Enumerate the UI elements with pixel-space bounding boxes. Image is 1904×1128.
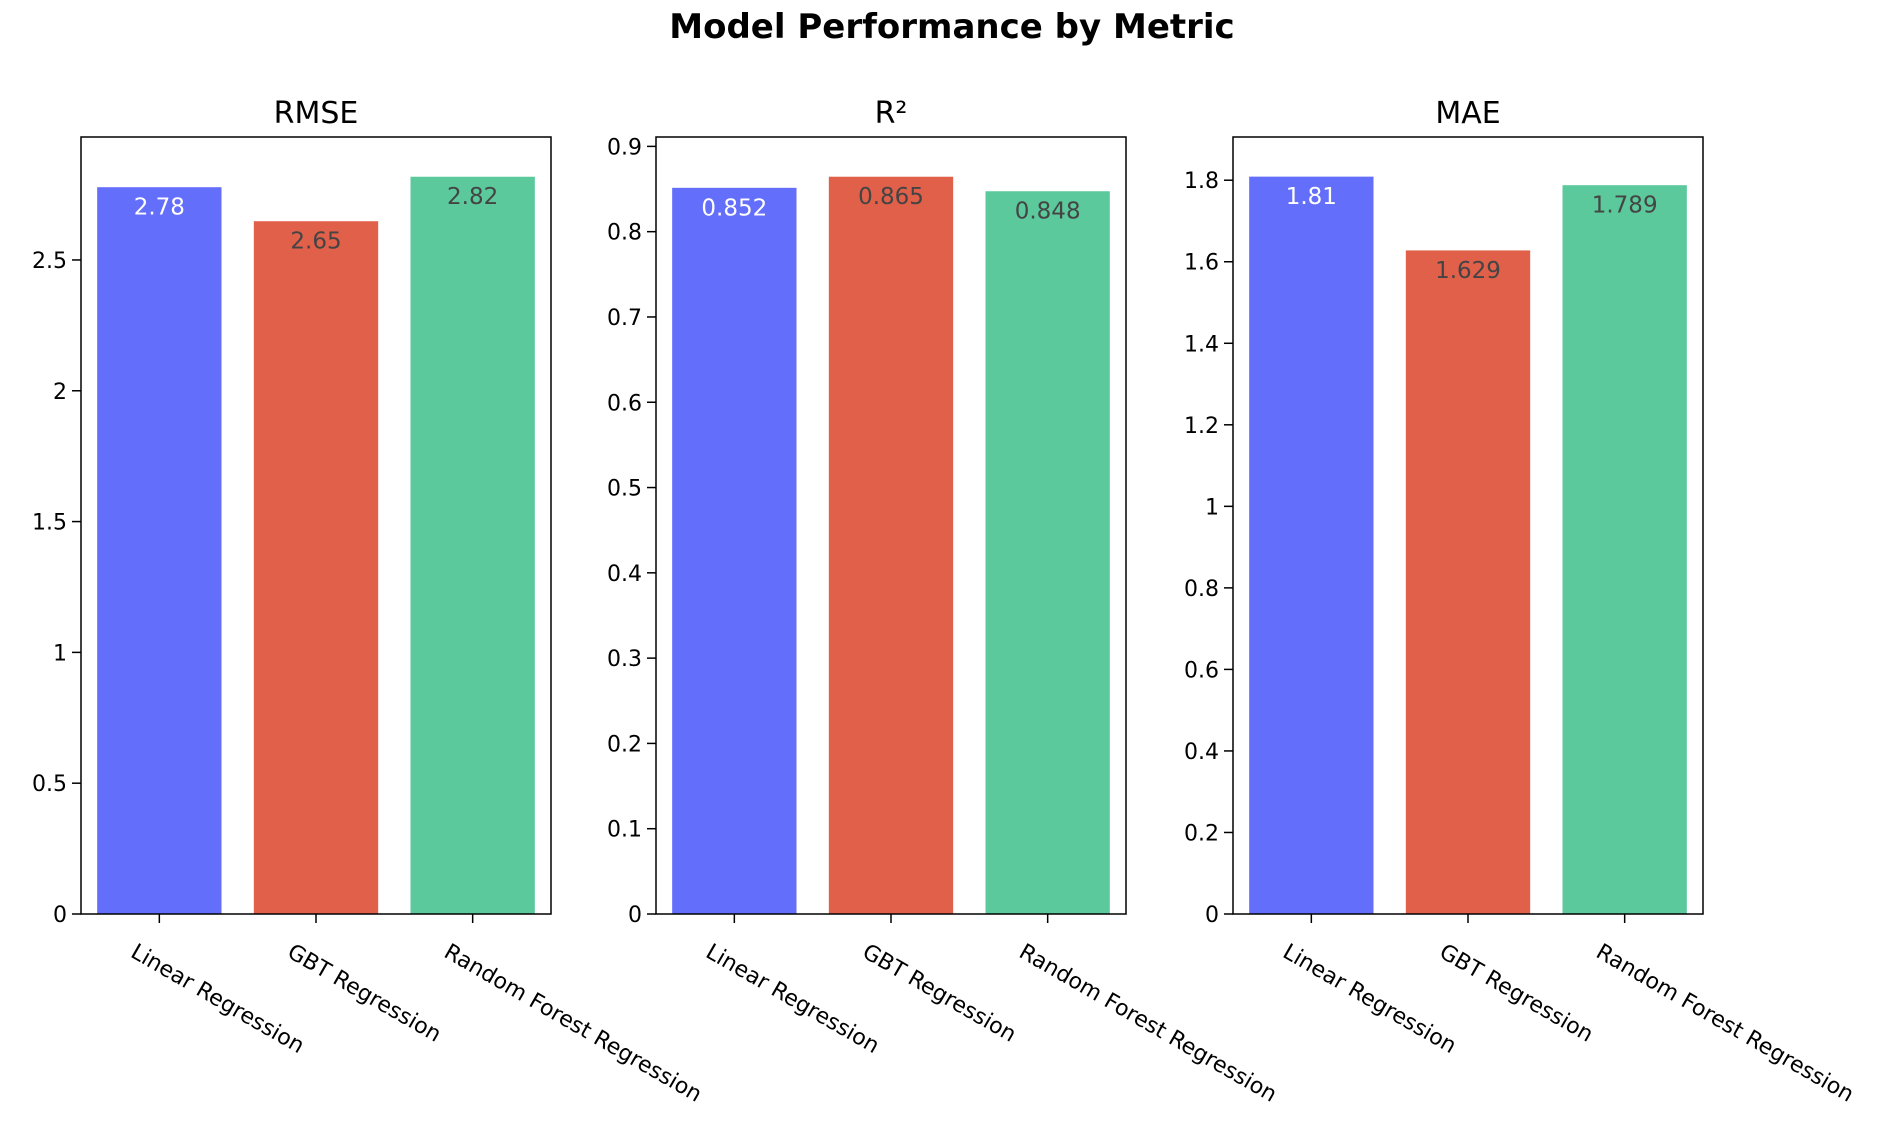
x-tick-label-rmse-2: Random Forest Regression <box>440 940 706 1108</box>
x-tick-label-mae-1: GBT Regression <box>1435 940 1597 1048</box>
plot-frame-r <box>655 136 1127 915</box>
y-tick-label-rmse-1: 0.5 <box>32 772 67 797</box>
y-tick-label-rmse-0: 0 <box>53 903 67 928</box>
y-tick-label-r-5: 0.5 <box>607 477 642 502</box>
plot-frame-mae <box>1232 136 1704 915</box>
bar-r-1 <box>827 175 955 915</box>
x-tick-label-mae-2: Random Forest Regression <box>1592 940 1858 1108</box>
y-tick-label-r-9: 0.9 <box>607 135 642 160</box>
y-tick-label-r-4: 0.4 <box>607 562 642 587</box>
y-tick-label-mae-2: 0.4 <box>1184 740 1219 765</box>
y-tick-label-mae-1: 0.2 <box>1184 821 1219 846</box>
chart-panels: RMSE 2.78 Linear Regression 2.65 GBT Regress… <box>32 96 1858 1108</box>
x-tick-label-r-1: GBT Regression <box>858 940 1020 1048</box>
panel-title-mae: MAE <box>1435 96 1500 131</box>
x-tick-label-r-2: Random Forest Regression <box>1015 940 1281 1108</box>
y-tick-label-rmse-3: 1.5 <box>32 511 67 536</box>
x-tick-label-rmse-0: Linear Regression <box>126 940 308 1060</box>
y-tick-label-r-0: 0 <box>628 903 642 928</box>
y-tick-label-r-6: 0.6 <box>607 391 642 416</box>
x-tick-label-r-0: Linear Regression <box>701 940 883 1060</box>
y-tick-label-mae-3: 0.6 <box>1184 658 1219 683</box>
y-tick-label-rmse-5: 2.5 <box>32 249 67 274</box>
y-tick-label-mae-5: 1 <box>1205 495 1219 520</box>
data-label-mae-0: 1.81 <box>1286 184 1337 210</box>
panel-r: R² 0.852 Linear Regression 0.865 GBT Regress… <box>607 96 1281 1108</box>
data-label-rmse-2: 2.82 <box>447 184 498 210</box>
y-tick-label-mae-7: 1.4 <box>1184 332 1219 357</box>
data-label-r-0: 0.852 <box>701 195 767 221</box>
data-label-r-2: 0.848 <box>1015 199 1081 225</box>
bar-r-0 <box>671 186 798 915</box>
y-tick-label-mae-0: 0 <box>1205 903 1219 928</box>
panel-title-rmse: RMSE <box>274 96 359 131</box>
y-tick-label-r-1: 0.1 <box>607 818 642 843</box>
y-tick-label-rmse-4: 2 <box>53 380 67 405</box>
y-tick-label-mae-9: 1.8 <box>1184 169 1219 194</box>
y-tick-label-r-3: 0.3 <box>607 647 642 672</box>
data-label-rmse-0: 2.78 <box>134 195 185 221</box>
plot-frame-rmse <box>80 136 552 915</box>
chart-title: Model Performance by Metric <box>669 7 1234 47</box>
data-label-rmse-1: 2.65 <box>290 229 341 255</box>
bar-mae-2 <box>1561 184 1688 915</box>
panel-rmse: RMSE 2.78 Linear Regression 2.65 GBT Regress… <box>32 96 706 1108</box>
data-label-mae-2: 1.789 <box>1592 193 1658 219</box>
bar-rmse-2 <box>409 175 536 915</box>
data-label-mae-1: 1.629 <box>1435 258 1501 284</box>
bar-r-2 <box>984 190 1111 915</box>
y-tick-label-r-7: 0.7 <box>607 306 642 331</box>
x-tick-label-rmse-1: GBT Regression <box>283 940 445 1048</box>
y-tick-label-r-8: 0.8 <box>607 221 642 246</box>
y-tick-label-rmse-2: 1 <box>53 641 67 666</box>
y-tick-label-mae-6: 1.2 <box>1184 414 1219 439</box>
y-tick-label-mae-4: 0.8 <box>1184 577 1219 602</box>
bar-rmse-0 <box>96 186 223 915</box>
panel-title-r: R² <box>875 96 908 131</box>
bar-mae-1 <box>1404 249 1532 915</box>
bar-rmse-1 <box>252 220 380 915</box>
y-tick-label-mae-8: 1.6 <box>1184 251 1219 276</box>
data-label-r-1: 0.865 <box>858 184 924 210</box>
x-tick-label-mae-0: Linear Regression <box>1278 940 1460 1060</box>
bar-mae-0 <box>1248 175 1375 915</box>
y-tick-label-r-2: 0.2 <box>607 732 642 757</box>
